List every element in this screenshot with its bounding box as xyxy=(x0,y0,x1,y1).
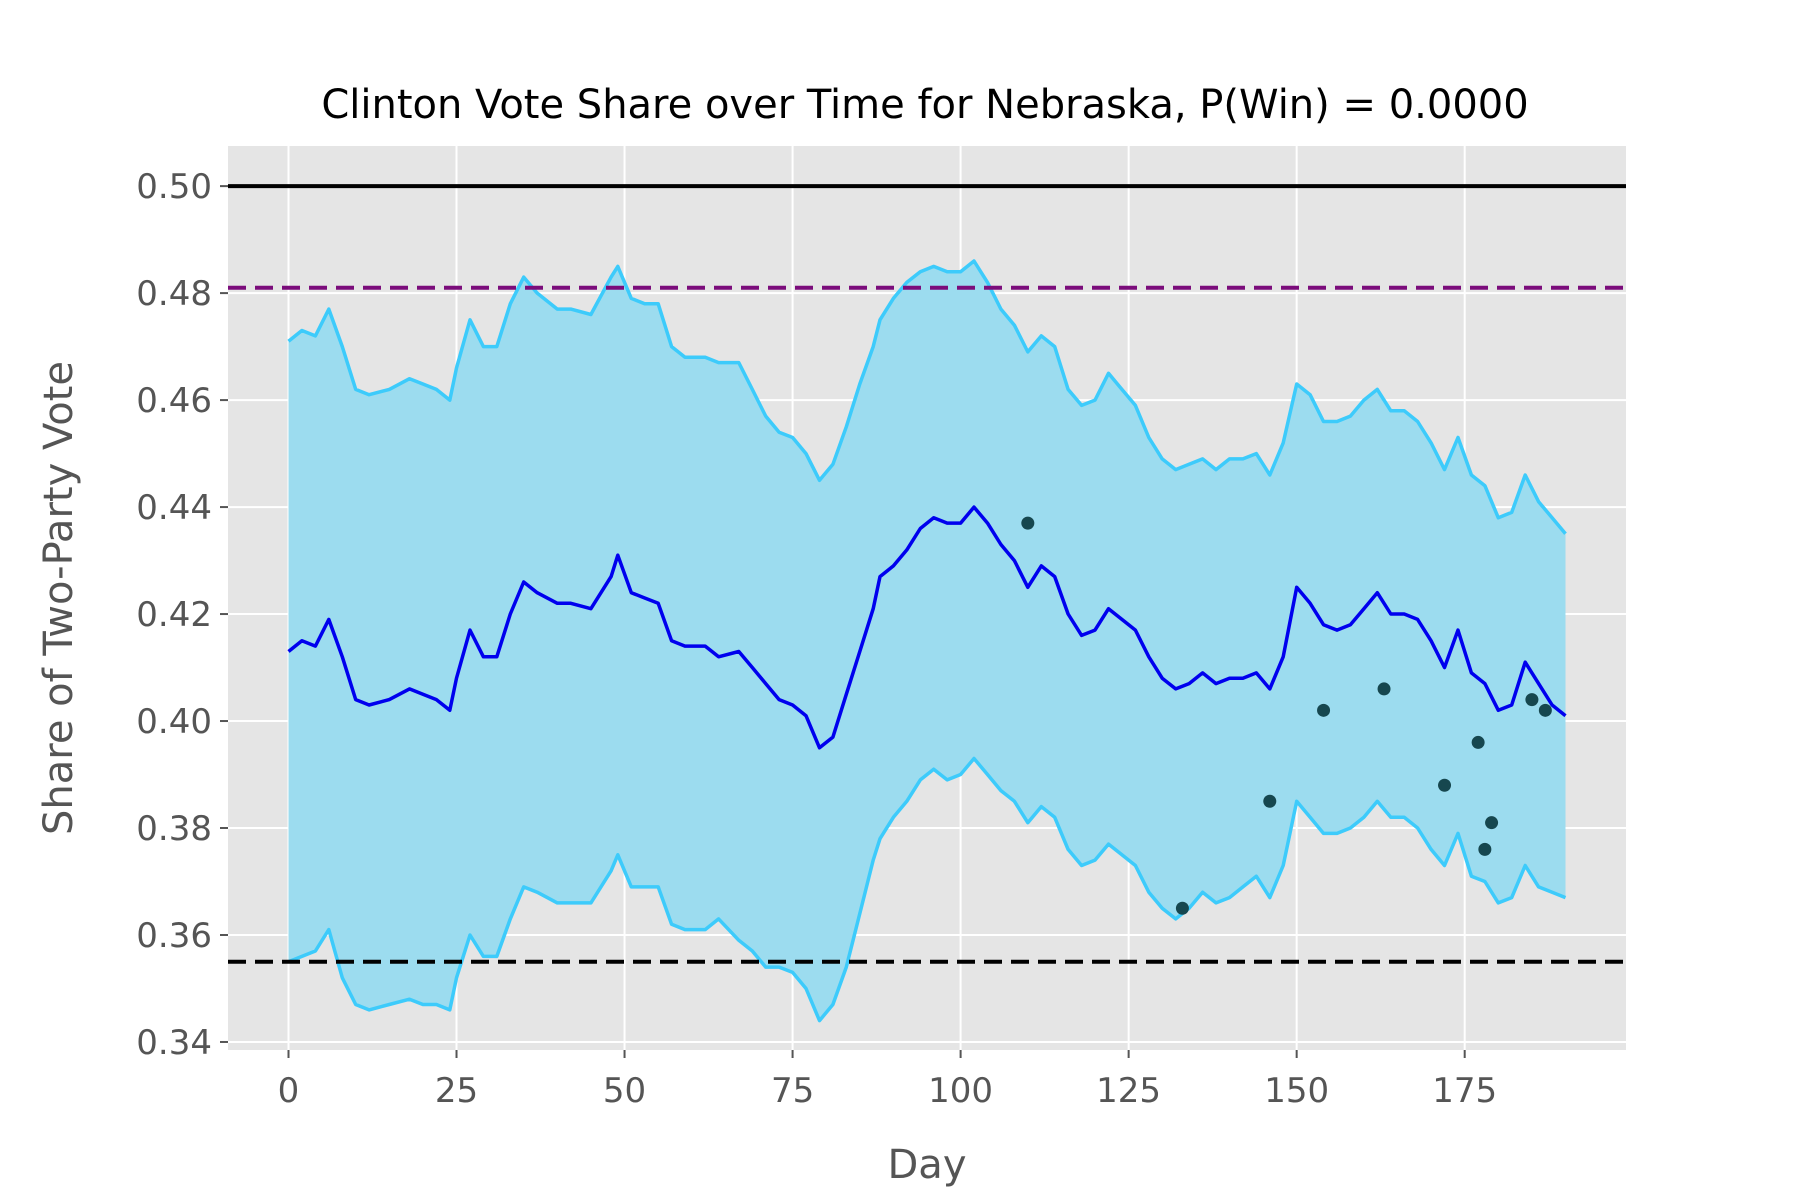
y-tick-label: 0.40 xyxy=(136,702,212,742)
y-tick-label: 0.42 xyxy=(136,595,212,635)
poll-point xyxy=(1525,693,1539,707)
y-tick-label: 0.44 xyxy=(136,488,212,528)
poll-point xyxy=(1471,735,1485,749)
x-axis-ticks: 0 25 50 75 100 125 150 175 xyxy=(278,1050,1497,1111)
x-tick-label: 150 xyxy=(1264,1071,1329,1111)
y-axis-label: Share of Two-Party Vote xyxy=(36,361,82,835)
y-tick-label: 0.38 xyxy=(136,809,212,849)
poll-point xyxy=(1538,703,1552,717)
x-tick-label: 175 xyxy=(1432,1071,1497,1111)
poll-point xyxy=(1317,703,1331,717)
y-tick-label: 0.50 xyxy=(136,167,212,207)
x-tick-label: 25 xyxy=(435,1071,478,1111)
x-tick-label: 125 xyxy=(1096,1071,1161,1111)
poll-point xyxy=(1263,794,1277,808)
y-tick-label: 0.36 xyxy=(136,916,212,956)
poll-point xyxy=(1438,778,1452,792)
mean-line xyxy=(287,505,1567,750)
poll-point xyxy=(1485,816,1499,830)
poll-point xyxy=(1021,516,1035,530)
upper-bound-line xyxy=(287,259,1567,535)
poll-point xyxy=(1478,842,1492,856)
y-axis-ticks: 0.34 0.36 0.38 0.40 0.42 0.44 0.46 0.48 0.50 xyxy=(136,167,228,1063)
mean-series xyxy=(287,505,1567,750)
y-tick-label: 0.48 xyxy=(136,274,212,314)
y-tick-label: 0.46 xyxy=(136,381,212,421)
poll-point xyxy=(1377,682,1391,696)
band-fill xyxy=(288,261,1566,1021)
lower-bound-line xyxy=(287,756,1567,1023)
x-tick-label: 100 xyxy=(928,1071,993,1111)
y-tick-label: 0.34 xyxy=(136,1023,212,1063)
x-axis-label: Day xyxy=(888,1142,967,1188)
poll-points xyxy=(1021,516,1552,915)
reference-lines xyxy=(228,184,1626,964)
confidence-band xyxy=(287,259,1567,1023)
poll-point xyxy=(1175,901,1189,915)
chart-title: Clinton Vote Share over Time for Nebrask… xyxy=(321,82,1528,128)
x-tick-label: 75 xyxy=(771,1071,814,1111)
x-tick-label: 50 xyxy=(603,1071,646,1111)
x-tick-label: 0 xyxy=(278,1071,300,1111)
